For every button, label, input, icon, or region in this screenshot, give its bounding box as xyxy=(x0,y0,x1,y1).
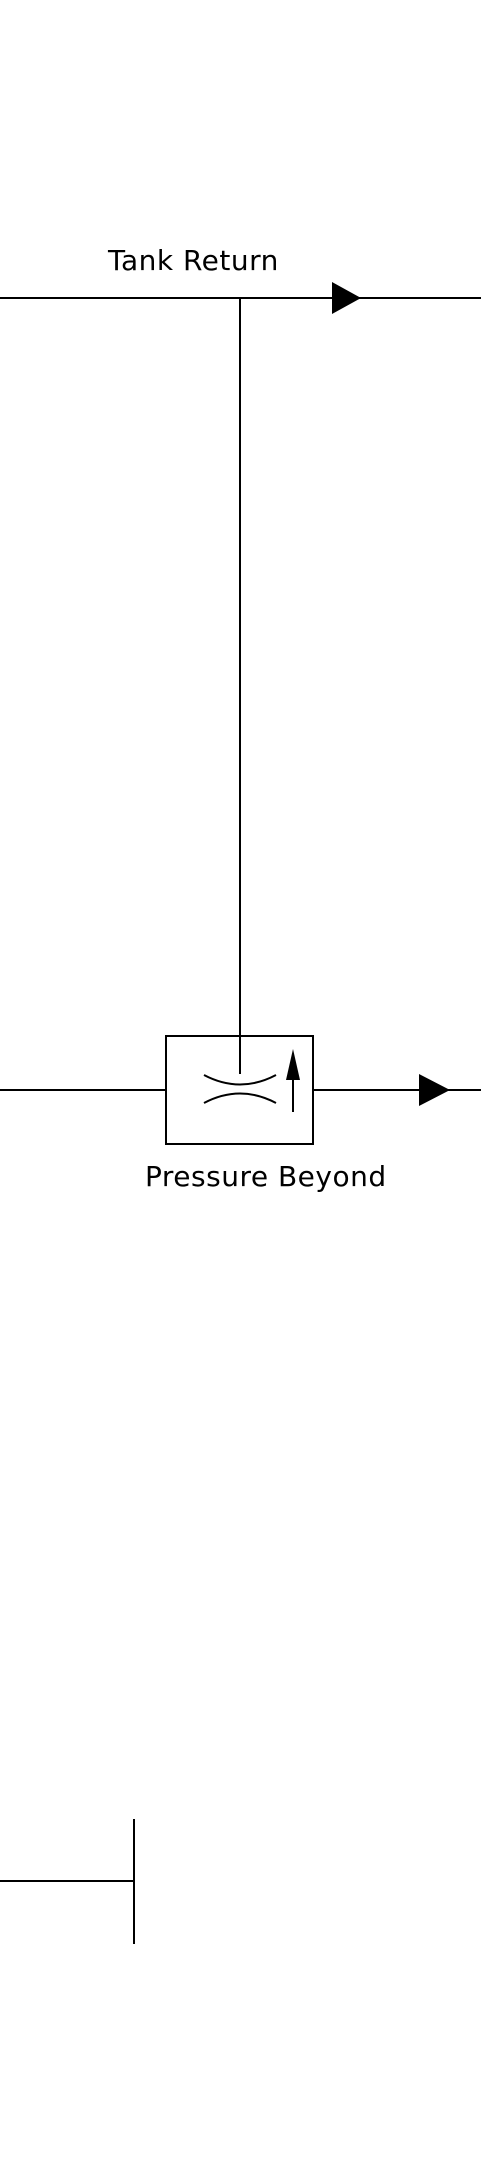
pressure-beyond-label: Pressure Beyond xyxy=(145,1160,387,1193)
flow-control-valve-icon xyxy=(165,1035,314,1145)
tank-return-flow-arrow-icon xyxy=(332,282,361,314)
tank-return-line-group: Tank Return xyxy=(0,244,481,314)
pressure-flow-arrow-icon xyxy=(419,1074,450,1106)
bottom-line-group xyxy=(0,1819,135,1944)
valve-compensator-arrow-icon xyxy=(286,1049,300,1080)
valve-restriction-upper xyxy=(203,1074,277,1086)
tank-return-label: Tank Return xyxy=(107,244,279,277)
valve-restriction-lower xyxy=(203,1092,277,1104)
pressure-line-group: Pressure Beyond xyxy=(0,1035,481,1193)
valve-body xyxy=(165,1035,314,1145)
